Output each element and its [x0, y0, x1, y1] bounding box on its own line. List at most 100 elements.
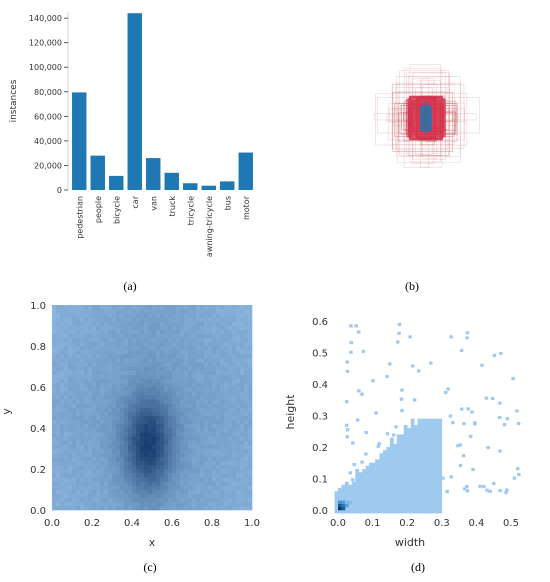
- d-sparse-cell: [411, 474, 415, 478]
- c-cell: [180, 362, 185, 367]
- c-cell: [108, 456, 113, 462]
- c-cell: [92, 354, 97, 359]
- d-cell: [414, 484, 418, 489]
- c-cell: [124, 477, 129, 482]
- c-cell: [152, 464, 157, 470]
- c-cell: [72, 428, 77, 433]
- c-cell: [120, 374, 125, 380]
- c-cell: [132, 485, 137, 490]
- d-cell: [400, 450, 405, 454]
- c-cell: [76, 501, 81, 507]
- c-cell: [232, 485, 237, 490]
- d-ytick-label: 0.5: [312, 349, 328, 360]
- c-cell: [108, 333, 113, 339]
- d-cell: [376, 494, 380, 498]
- c-cell: [208, 313, 213, 318]
- d-cell: [355, 510, 360, 514]
- c-cell: [100, 395, 105, 400]
- c-cell: [176, 473, 181, 478]
- c-cell: [220, 350, 225, 355]
- c-cell: [144, 378, 149, 384]
- c-cell: [160, 497, 165, 503]
- d-cell: [396, 472, 401, 476]
- c-cell: [116, 358, 121, 363]
- c-cell: [124, 419, 129, 425]
- c-cell: [108, 419, 113, 425]
- c-cell: [160, 399, 165, 404]
- c-cell: [204, 337, 209, 343]
- c-cell: [244, 489, 249, 494]
- d-cell: [365, 469, 370, 473]
- c-cell: [52, 473, 57, 478]
- c-cell: [184, 452, 189, 457]
- c-cell: [100, 358, 105, 363]
- c-cell: [128, 501, 133, 507]
- c-cell: [84, 362, 89, 367]
- c-cell: [192, 419, 197, 425]
- c-cell: [168, 329, 173, 334]
- c-cell: [124, 337, 129, 343]
- c-cell: [216, 321, 221, 326]
- c-cell: [200, 309, 205, 314]
- c-cell: [208, 321, 213, 326]
- c-cell: [96, 452, 101, 457]
- c-cell: [104, 378, 109, 384]
- d-cell: [348, 510, 353, 514]
- d-cell: [338, 497, 342, 501]
- c-cell: [164, 337, 169, 343]
- c-cell: [64, 333, 69, 339]
- c-cell: [100, 399, 105, 404]
- d-cell: [407, 434, 411, 438]
- c-cell: [88, 497, 93, 503]
- c-cell: [208, 423, 213, 429]
- c-cell: [132, 387, 137, 392]
- d-cell: [424, 506, 429, 511]
- d-cell: [403, 500, 408, 504]
- c-cell: [108, 469, 113, 474]
- c-cell: [80, 481, 85, 486]
- c-cell: [228, 415, 233, 421]
- d-cell: [407, 497, 411, 501]
- c-cell: [104, 403, 109, 408]
- c-cell: [88, 505, 93, 511]
- c-cell: [192, 489, 197, 494]
- d-cell: [438, 459, 443, 464]
- c-cell: [248, 374, 253, 380]
- c-cell: [140, 485, 145, 490]
- c-cell: [168, 333, 173, 339]
- c-cell: [152, 407, 157, 412]
- d-sparse-cell: [400, 408, 404, 413]
- c-cell: [180, 497, 185, 503]
- c-cell: [96, 341, 101, 347]
- c-cell: [244, 341, 249, 347]
- c-cell: [208, 395, 213, 400]
- c-cell: [180, 456, 185, 462]
- c-cell: [56, 501, 61, 507]
- d-cell: [376, 506, 380, 511]
- c-cell: [208, 325, 213, 330]
- c-cell: [144, 452, 149, 457]
- c-cell: [220, 407, 225, 412]
- c-cell: [100, 391, 105, 396]
- c-cell: [148, 477, 153, 482]
- b-bbox: [396, 76, 461, 157]
- c-cell: [100, 489, 105, 494]
- c-cell: [136, 391, 141, 396]
- c-cell: [208, 391, 213, 396]
- c-cell: [132, 305, 137, 310]
- d-cell: [434, 472, 439, 476]
- c-cell: [204, 469, 209, 474]
- c-cell: [56, 444, 61, 449]
- c-cell: [244, 309, 249, 314]
- c-cell: [184, 464, 189, 470]
- d-cell: [382, 510, 387, 514]
- c-cell: [72, 403, 77, 408]
- c-cell: [132, 358, 137, 363]
- c-cell: [236, 440, 241, 445]
- c-cell: [160, 329, 165, 334]
- c-cell: [232, 415, 237, 421]
- c-cell: [100, 497, 105, 503]
- d-cell: [434, 500, 439, 504]
- c-cell: [216, 501, 221, 507]
- d-cell: [421, 481, 425, 486]
